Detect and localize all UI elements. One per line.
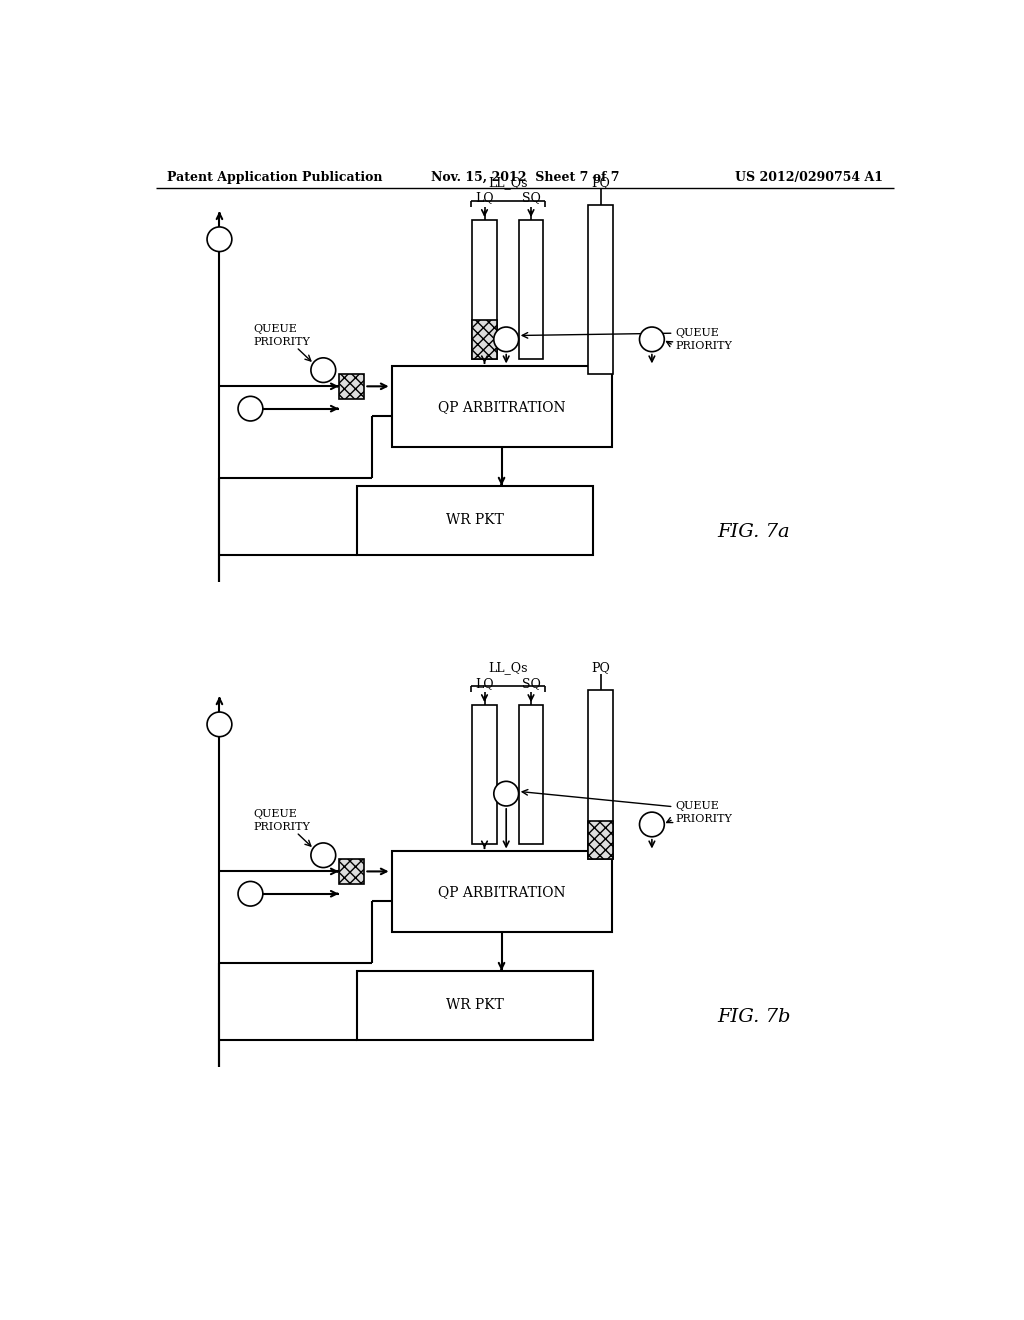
Text: 1: 1 [215,232,224,247]
Text: QP ARBITRATION: QP ARBITRATION [438,884,565,899]
Text: LL_Qs: LL_Qs [488,176,527,189]
Circle shape [311,358,336,383]
Circle shape [640,327,665,351]
Text: QP ARBITRATION: QP ARBITRATION [438,400,565,413]
Bar [518,705,544,843]
Text: 2: 2 [246,401,255,416]
Text: H: H [317,363,329,376]
Text: FIG. 7a: FIG. 7a [717,523,790,541]
Text: LQ: LQ [475,191,494,205]
Bar [472,705,497,843]
Text: Nov. 15, 2012  Sheet 7 of 7: Nov. 15, 2012 Sheet 7 of 7 [430,172,620,185]
Text: QUEUE
PRIORITY: QUEUE PRIORITY [254,323,310,347]
Bar [339,859,364,884]
Bar [589,689,613,859]
Circle shape [311,843,336,867]
Text: H: H [501,787,512,800]
Text: SQ: SQ [521,677,541,689]
Text: 3: 3 [246,887,255,900]
Circle shape [238,882,263,906]
Text: L: L [648,333,656,346]
Bar [472,321,497,359]
Bar [518,220,544,359]
Bar [339,374,364,399]
Text: QUEUE
PRIORITY: QUEUE PRIORITY [254,809,310,832]
Bar [472,220,497,359]
Text: SQ: SQ [521,191,541,205]
Text: M: M [316,849,330,862]
Text: PQ: PQ [591,176,610,189]
Text: FIG. 7b: FIG. 7b [717,1008,791,1026]
Bar [589,821,613,859]
Text: QUEUE
PRIORITY: QUEUE PRIORITY [675,327,732,351]
Text: L: L [648,818,656,832]
Text: Patent Application Publication: Patent Application Publication [167,172,382,185]
Circle shape [238,396,263,421]
Bar [589,205,613,374]
Circle shape [207,711,231,737]
Text: WR PKT: WR PKT [445,513,504,527]
Text: PQ: PQ [591,661,610,675]
Bar [356,970,593,1040]
Circle shape [207,227,231,252]
Circle shape [494,327,518,351]
Bar [391,367,612,447]
Bar [391,851,612,932]
Text: LL_Qs: LL_Qs [488,661,527,675]
Text: WR PKT: WR PKT [445,998,504,1012]
Text: M: M [500,333,513,346]
Text: QUEUE
PRIORITY: QUEUE PRIORITY [675,801,732,825]
Text: LQ: LQ [475,677,494,689]
Text: US 2012/0290754 A1: US 2012/0290754 A1 [735,172,883,185]
Bar [356,486,593,554]
Circle shape [494,781,518,807]
Text: 3: 3 [215,717,224,731]
Circle shape [640,812,665,837]
